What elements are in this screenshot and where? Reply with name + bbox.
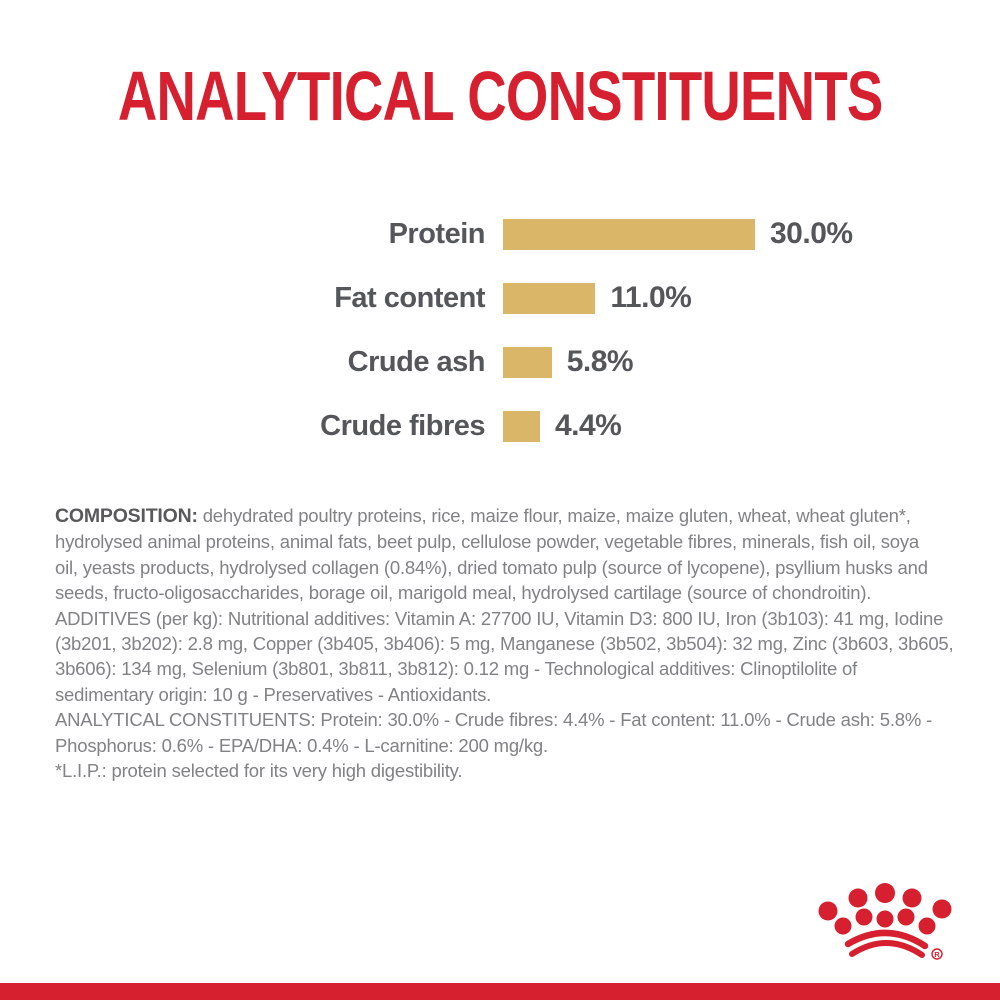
bar-value-protein: 30.0% bbox=[770, 217, 853, 250]
bar-value-crude-ash: 5.8% bbox=[566, 345, 634, 378]
bar-value-crude-fibres: 4.4% bbox=[554, 409, 622, 442]
bar-label-fat-content: Fat content bbox=[334, 281, 485, 314]
bar-label-crude-ash: Crude ash bbox=[347, 345, 486, 378]
additives-line: (3b201, 3b202): 2.8 mg, Copper (3b405, 3… bbox=[55, 633, 954, 655]
bar-crude-fibres bbox=[503, 410, 540, 442]
bar-label-protein: Protein bbox=[388, 217, 486, 250]
additives-line: 3b606): 134 mg, Selenium (3b801, 3b811, … bbox=[55, 658, 858, 680]
additives-line: ADDITIVES (per kg): Nutritional additive… bbox=[55, 607, 944, 629]
bar-row-protein: Protein 30.0% bbox=[0, 202, 1000, 266]
page-title-wrap: ANALYTICAL CONSTITUENTS bbox=[0, 56, 1000, 136]
composition-line-text: dehydrated poultry proteins, rice, maize… bbox=[197, 505, 911, 526]
analytical-constituents-chart: Protein 30.0% Fat content 11.0% Crude as… bbox=[0, 202, 1000, 458]
bar-crude-ash bbox=[503, 346, 552, 378]
bar-row-crude-ash: Crude ash 5.8% bbox=[0, 330, 1000, 394]
bar-fat-content bbox=[503, 282, 596, 314]
composition-text-block: COMPOSITION: dehydrated poultry proteins… bbox=[55, 503, 955, 783]
analytical-constituents-line: Phosphorus: 0.6% - EPA/DHA: 0.4% - L-car… bbox=[55, 734, 548, 756]
composition-heading: COMPOSITION: bbox=[55, 505, 198, 527]
composition-line: oil, yeasts products, hydrolysed collage… bbox=[55, 556, 928, 578]
bar-row-crude-fibres: Crude fibres 4.4% bbox=[0, 394, 1000, 458]
composition-line: COMPOSITION: dehydrated poultry proteins… bbox=[55, 503, 955, 529]
bar-row-fat-content: Fat content 11.0% bbox=[0, 266, 1000, 330]
registered-mark: R bbox=[934, 950, 940, 959]
lip-footnote-line: *L.I.P.: protein selected for its very h… bbox=[55, 760, 463, 782]
additives-line: sedimentary origin: 10 g - Preservatives… bbox=[55, 683, 492, 705]
bar-protein bbox=[503, 218, 755, 250]
composition-line: seeds, fructo-oligosaccharides, borage o… bbox=[55, 582, 872, 604]
royal-canin-crown-icon: R bbox=[818, 883, 952, 960]
bar-value-fat-content: 11.0% bbox=[610, 281, 692, 314]
bar-label-crude-fibres: Crude fibres bbox=[320, 409, 485, 442]
page-title: ANALYTICAL CONSTITUENTS bbox=[117, 57, 883, 135]
analytical-constituents-line: ANALYTICAL CONSTITUENTS: Protein: 30.0% … bbox=[55, 709, 933, 731]
bottom-brand-stripe bbox=[0, 983, 1000, 1000]
composition-line: hydrolysed animal proteins, animal fats,… bbox=[55, 531, 920, 553]
